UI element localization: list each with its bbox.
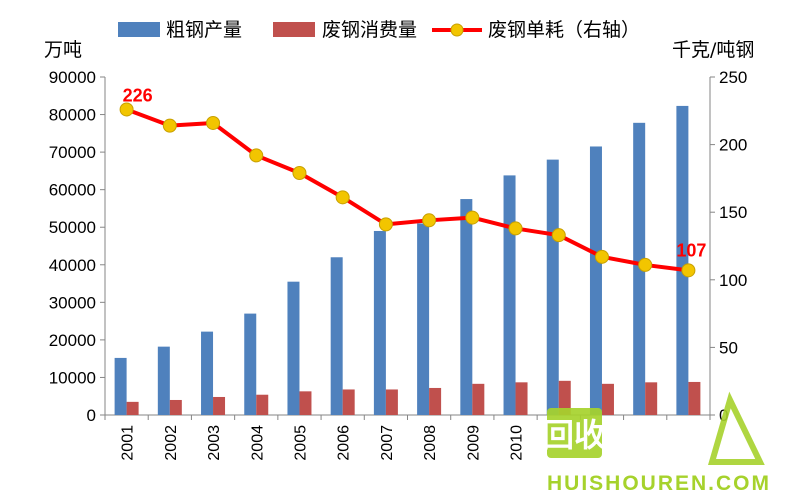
- x-tick-label: 2009: [465, 425, 482, 461]
- marker-scrap-unit-consumption: [638, 257, 653, 272]
- bar-crude-steel: [676, 105, 689, 415]
- bar-crude-steel: [546, 159, 559, 415]
- right-tick-label: 50: [719, 338, 738, 357]
- bar-scrap-consumption: [385, 389, 398, 415]
- marker-scrap-unit-consumption: [119, 102, 134, 117]
- marker-scrap-unit-consumption: [422, 213, 437, 228]
- left-tick-label: 70000: [49, 143, 96, 162]
- marker-scrap-unit-consumption: [551, 228, 566, 243]
- left-tick-label: 80000: [49, 106, 96, 125]
- right-tick-label: 150: [719, 203, 747, 222]
- bar-crude-steel: [244, 313, 257, 415]
- marker-scrap-unit-consumption: [162, 118, 177, 133]
- marker-scrap-unit-consumption: [594, 249, 609, 264]
- right-axis-unit: 千克/吨钢: [672, 39, 754, 61]
- x-tick-label: 2010: [509, 425, 526, 461]
- bar-crude-steel: [417, 223, 430, 415]
- watermark-recycle-icon: [708, 391, 765, 465]
- marker-scrap-unit-consumption: [378, 217, 393, 232]
- bar-scrap-consumption: [256, 394, 269, 415]
- bar-scrap-consumption: [342, 389, 355, 415]
- data-label-first: 226: [123, 85, 153, 105]
- plot-area: 0 10000 20000 30000 40000 50000 60000 70000 8000…: [49, 68, 748, 461]
- legend-swatch-crude-steel: [118, 22, 160, 37]
- bar-crude-steel: [330, 257, 343, 415]
- bar-crude-steel: [287, 281, 300, 415]
- right-tick-label: 200: [719, 136, 747, 155]
- x-tick-label: 2006: [336, 425, 353, 461]
- legend-label-scrap-consumption: 废钢消费量: [322, 19, 417, 41]
- left-tick-label: 50000: [49, 218, 96, 237]
- left-tick-label: 10000: [49, 368, 96, 387]
- legend-label-scrap-unit-consumption: 废钢单耗（右轴）: [488, 19, 640, 41]
- bar-crude-steel: [460, 199, 473, 415]
- bar-scrap-consumption: [213, 396, 226, 415]
- legend-swatch-scrap-consumption: [273, 22, 315, 37]
- left-tick-label: 0: [87, 406, 96, 425]
- legend-marker-scrap-unit-consumption: [450, 23, 464, 37]
- x-tick-label: 2002: [163, 425, 180, 461]
- marker-scrap-unit-consumption: [681, 263, 696, 278]
- bar-scrap-consumption: [169, 399, 182, 415]
- bar-crude-steel: [157, 346, 170, 415]
- x-tick-label: 2001: [120, 425, 137, 461]
- x-tick-label: 2007: [379, 425, 396, 461]
- bar-crude-steel: [201, 331, 214, 415]
- bar-scrap-consumption: [126, 401, 139, 415]
- bar-scrap-consumption: [429, 387, 442, 415]
- bar-scrap-consumption: [688, 381, 701, 415]
- right-tick-label: 100: [719, 271, 747, 290]
- bar-crude-steel: [114, 357, 127, 415]
- bar-scrap-consumption: [472, 383, 485, 415]
- watermark-logo-text: 回收: [542, 416, 606, 454]
- legend-label-crude-steel: 粗钢产量: [166, 19, 242, 41]
- marker-scrap-unit-consumption: [335, 190, 350, 205]
- legend: 粗钢产量 废钢消费量 废钢单耗（右轴）: [118, 19, 640, 41]
- left-tick-label: 40000: [49, 256, 96, 275]
- bar-crude-steel: [633, 122, 646, 415]
- x-tick-label: 2005: [292, 425, 309, 461]
- bar-scrap-consumption: [299, 391, 312, 415]
- x-tick-label: 2004: [249, 425, 266, 461]
- marker-scrap-unit-consumption: [249, 148, 264, 163]
- bar-scrap-consumption: [645, 382, 658, 415]
- bar-scrap-consumption: [558, 380, 571, 415]
- bar-crude-steel: [589, 146, 602, 415]
- x-tick-label: 2003: [206, 425, 223, 461]
- right-tick-label: 250: [719, 68, 747, 87]
- marker-scrap-unit-consumption: [206, 115, 221, 130]
- marker-scrap-unit-consumption: [292, 165, 307, 180]
- line-scrap-unit-consumption: [125, 107, 689, 273]
- bar-crude-steel: [373, 230, 386, 415]
- bar-scrap-consumption: [601, 383, 614, 415]
- left-tick-label: 60000: [49, 181, 96, 200]
- left-tick-label: 20000: [49, 331, 96, 350]
- x-tick-label: 2008: [422, 425, 439, 461]
- bar-crude-steel: [503, 175, 516, 415]
- left-tick-label: 90000: [49, 68, 96, 87]
- left-axis-unit: 万吨: [44, 39, 82, 61]
- data-label-last: 107: [676, 240, 706, 260]
- marker-scrap-unit-consumption: [465, 210, 480, 225]
- watermark-url: HUISHOUREN.COM: [547, 472, 771, 495]
- watermark: 回收 HUISHOUREN.COM: [542, 391, 771, 495]
- left-tick-label: 30000: [49, 293, 96, 312]
- marker-scrap-unit-consumption: [508, 221, 523, 236]
- watermark-logo-box: [547, 408, 602, 458]
- bar-scrap-consumption: [515, 382, 528, 415]
